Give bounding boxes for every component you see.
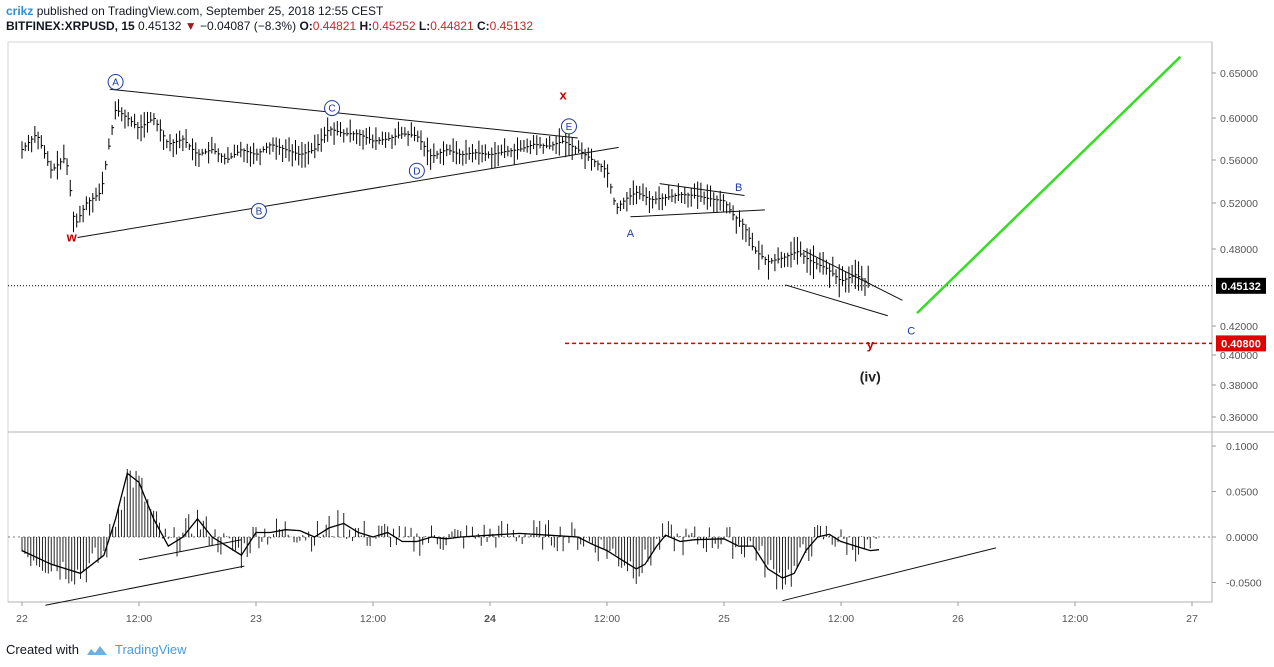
target-price-badge-text: 0.40800 — [1221, 338, 1261, 350]
low-value: 0.44821 — [430, 19, 474, 33]
y-tick-label: 0.56000 — [1220, 155, 1258, 167]
down-triangle-icon: ▼ — [184, 19, 197, 33]
trendline-flag-lower — [630, 209, 765, 218]
y-tick-label: 0.36000 — [1220, 412, 1258, 424]
footer: Created with TradingView — [6, 642, 187, 657]
symbol-line: BITFINEX:XRPUSD, 15 0.45132 ▼ −0.04087 (… — [6, 19, 533, 34]
x-tick-label: 12:00 — [828, 613, 854, 625]
open-value: 0.44821 — [312, 19, 357, 33]
trendline-projection — [916, 55, 1182, 315]
wave-label-e: E — [566, 122, 573, 133]
high-label: H: — [359, 19, 373, 33]
price-badges: 0.45132 0.40800 — [1216, 277, 1266, 352]
wave-label-a: A — [112, 78, 119, 89]
last-price-badge-text: 0.45132 — [1221, 281, 1261, 293]
x-tick-label: 12:00 — [360, 613, 386, 625]
y-tick-label: 0.42000 — [1220, 321, 1258, 333]
x-tick-label: 12:00 — [1062, 613, 1088, 625]
chart-header: crikz published on TradingView.com, Sept… — [6, 4, 533, 34]
author-name[interactable]: crikz — [6, 4, 34, 18]
low-label: L: — [418, 19, 431, 33]
trendline-wedge-lower — [785, 284, 888, 317]
wave-label-C: C — [907, 325, 915, 337]
close-value: 0.45132 — [489, 19, 534, 33]
last-price-badge — [1216, 277, 1266, 294]
x-tick-label: 12:00 — [126, 613, 152, 625]
y-tick-label: 0.60000 — [1220, 113, 1258, 125]
trendlines — [77, 55, 1182, 317]
x-tick-label: 12:00 — [594, 613, 620, 625]
tradingview-brand[interactable]: TradingView — [114, 642, 187, 657]
osc-tick-label: 0.0000 — [1226, 532, 1258, 544]
wave-label-w: w — [66, 230, 78, 245]
wave-labels: A B C D Ew x y (iv) A B C — [66, 74, 915, 385]
y-tick-label: 0.40000 — [1220, 350, 1258, 362]
osc-trendline-osc-lower — [45, 565, 245, 606]
created-with-text: Created with — [6, 642, 79, 657]
trendline-wedge-upper — [802, 249, 903, 301]
wave-label-b: B — [256, 207, 263, 218]
y-tick-label: 0.52000 — [1220, 198, 1258, 210]
wave-label-x: x — [560, 88, 568, 103]
x-tick-label: 22 — [16, 613, 28, 625]
x-tick-label: 23 — [250, 613, 262, 625]
tradingview-cloud-icon — [86, 645, 107, 655]
oscillator-panel — [8, 468, 1212, 606]
osc-tick-label: 0.0500 — [1226, 487, 1258, 499]
wave-label-A: A — [627, 228, 635, 240]
publish-info: published on TradingView.com, September … — [36, 4, 384, 18]
axis-ticks: 22 12:00 23 12:00 24 12:00 25 12:00 26 12:00 27 0.6… — [16, 68, 1262, 625]
x-tick-label: 27 — [1186, 613, 1198, 625]
x-tick-label: 25 — [718, 613, 730, 625]
wave-label-y: y — [867, 337, 875, 352]
symbol-name: BITFINEX:XRPUSD, 15 — [6, 19, 135, 33]
y-tick-label: 0.48000 — [1220, 244, 1258, 256]
x-tick-label: 24 — [484, 613, 496, 625]
osc-tick-label: -0.0500 — [1226, 578, 1262, 590]
wave-label-iv: (iv) — [860, 369, 881, 385]
y-tick-label: 0.38000 — [1220, 380, 1258, 392]
trendline-triangle-upper — [109, 88, 578, 139]
trendline-triangle-lower — [77, 146, 619, 238]
wave-label-d: D — [413, 166, 420, 177]
osc-trendline-osc-upper — [138, 539, 242, 561]
target-price-badge — [1216, 335, 1266, 352]
x-tick-label: 26 — [952, 613, 964, 625]
wave-circle-e — [560, 118, 577, 135]
osc-signal-line — [21, 472, 880, 579]
wave-circle-c — [324, 100, 341, 117]
last-price: 0.45132 — [138, 19, 182, 33]
open-label: O: — [299, 19, 313, 33]
wave-circle-a — [107, 74, 124, 90]
wave-circle-d — [408, 162, 425, 179]
y-tick-label: 0.65000 — [1220, 68, 1258, 80]
wave-circle-b — [250, 203, 267, 220]
publish-line: crikz published on TradingView.com, Sept… — [6, 4, 533, 19]
osc-trendline-osc-rising — [782, 547, 997, 602]
wave-label-B: B — [735, 182, 742, 194]
wave-label-c: C — [328, 104, 335, 115]
price-bars — [8, 99, 1212, 345]
high-value: 0.45252 — [372, 19, 416, 33]
osc-tick-label: 0.1000 — [1226, 441, 1258, 453]
close-label: C: — [476, 19, 490, 33]
price-change: −0.04087 (−8.3%) — [200, 19, 297, 33]
trendline-flag-upper — [659, 183, 745, 196]
